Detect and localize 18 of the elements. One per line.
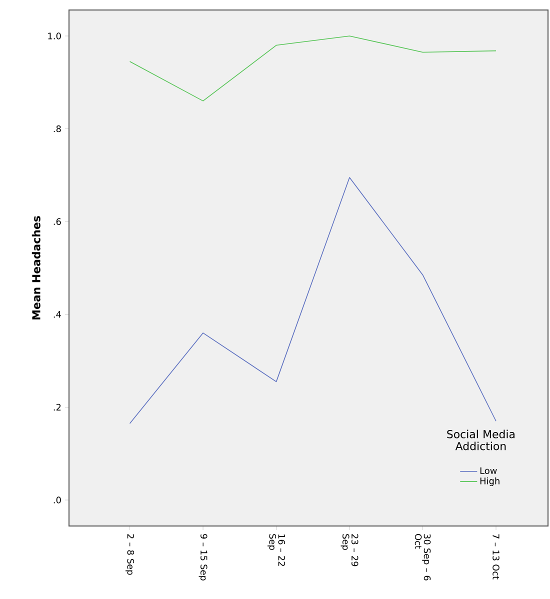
y-tick-label: .0 bbox=[54, 496, 61, 504]
y-tick-label: .4 bbox=[54, 311, 61, 318]
y-tick-label: .8 bbox=[54, 125, 61, 132]
y-tick-label: 1.0 bbox=[48, 32, 61, 40]
x-tick-label: 16 – 22 Sep bbox=[268, 534, 286, 566]
y-tick-label: .6 bbox=[54, 218, 61, 225]
y-axis-title: Mean Headaches bbox=[32, 216, 40, 320]
x-tick-label: 9 – 15 Sep bbox=[198, 534, 208, 580]
line-series bbox=[129, 177, 496, 424]
x-tick-label: 23 – 29 Sep bbox=[340, 534, 358, 566]
legend-title: Social Media Addiction bbox=[447, 430, 514, 450]
legend-label: Low bbox=[480, 467, 497, 474]
line-series bbox=[129, 36, 496, 102]
x-tick-label: 7 – 13 Oct bbox=[492, 534, 500, 580]
x-tick-label: 30 Sep – 6 Oct bbox=[414, 534, 431, 580]
legend-label: High bbox=[480, 477, 500, 486]
y-tick-label: .2 bbox=[54, 404, 61, 411]
x-tick-label: 2 – 8 Sep bbox=[126, 534, 134, 575]
